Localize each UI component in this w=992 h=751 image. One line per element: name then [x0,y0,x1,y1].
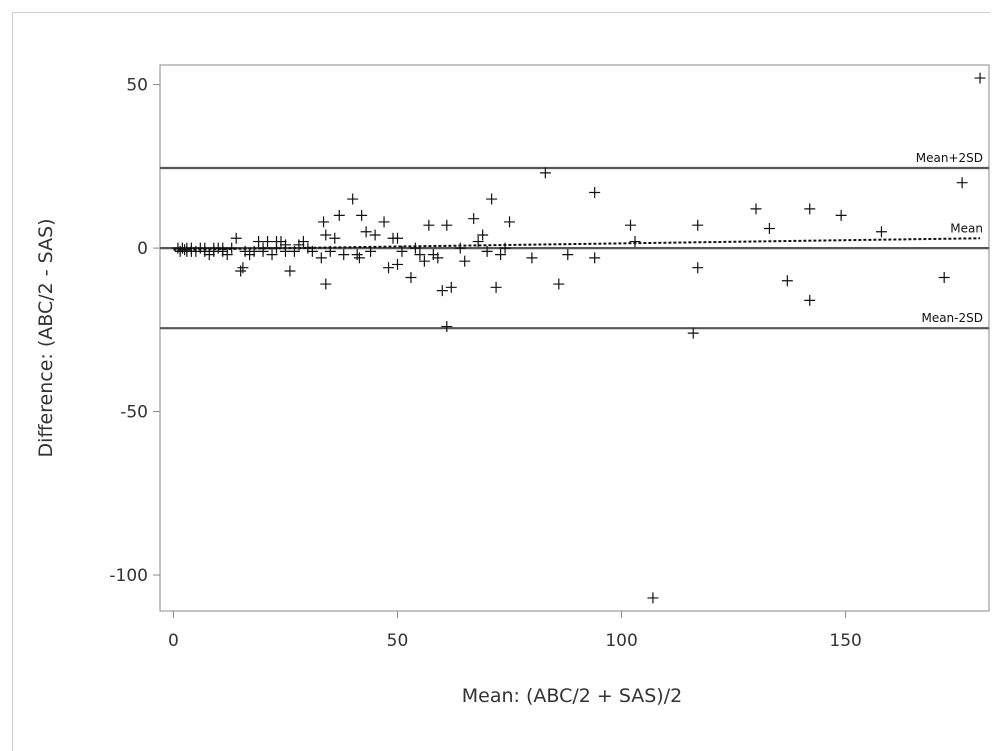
data-point [589,252,601,264]
data-point [504,216,516,228]
data-point [432,252,444,264]
data-point [226,242,238,254]
data-point [333,209,345,221]
data-point [297,236,309,248]
y-tick-label: -50 [120,403,148,423]
x-tick-label: 0 [168,631,179,651]
data-point [360,226,372,238]
data-point [553,278,565,290]
x-tick-label: 50 [387,631,409,651]
data-point [526,252,538,264]
ref-label-mean-plus-2sd: Mean+2SD [916,151,983,165]
data-points [172,72,986,604]
y-axis-ticks: 50 0 -50 -100 [109,76,160,586]
data-point [687,327,699,339]
data-point [230,232,242,244]
mean-line-label: Mean [950,221,983,235]
data-point [315,252,327,264]
data-point [441,321,453,333]
data-point [318,216,330,228]
x-axis-label: Mean: (ABC/2 + SAS)/2 [462,685,682,707]
data-point [320,229,332,241]
data-point [391,258,403,270]
data-point [454,242,466,254]
data-point [875,226,887,238]
data-point [436,285,448,297]
data-point [974,72,986,84]
data-point [629,236,641,248]
data-point [763,222,775,234]
data-point [625,219,637,231]
data-point [237,262,249,274]
data-point [391,232,403,244]
data-point [423,219,435,231]
data-point [405,272,417,284]
data-point [383,262,395,274]
data-point [445,281,457,293]
y-axis-label: Difference: (ABC/2 - SAS) [35,218,57,457]
data-point [468,213,480,225]
data-point [347,193,359,205]
data-point [353,252,365,264]
data-point [781,275,793,287]
reference-lines: Mean+2SD Mean-2SD [160,151,989,330]
data-point [692,219,704,231]
ref-label-mean-2sd: Mean-2SD [921,311,983,325]
data-point [441,219,453,231]
data-point [589,187,601,199]
y-tick-label: 50 [126,76,148,96]
data-point [365,245,377,257]
data-point [271,242,283,254]
data-point [647,592,659,604]
data-point [938,272,950,284]
plot-area [159,64,990,612]
data-point [306,245,318,257]
x-tick-label: 150 [829,631,861,651]
data-point [378,216,390,228]
data-point [539,167,551,179]
data-point [221,249,233,261]
data-point [418,255,430,267]
data-point [459,255,471,267]
data-point [338,249,350,261]
data-point [369,229,381,241]
data-point [257,245,269,257]
mean-line [173,237,981,251]
data-point [356,209,368,221]
data-point [288,245,300,257]
data-point [490,281,502,293]
data-point [284,265,296,277]
data-point [562,249,574,261]
data-point [481,245,493,257]
data-point [266,249,278,261]
data-point [396,245,408,257]
data-point [324,245,336,257]
y-tick-label: 0 [137,239,148,259]
data-point [804,294,816,306]
x-axis-ticks: 0 50 100 150 [168,611,862,651]
data-point [956,177,968,189]
data-point [472,236,484,248]
data-point [409,242,421,254]
data-point [320,278,332,290]
data-point [477,229,489,241]
data-point [329,232,341,244]
data-point [692,262,704,274]
y-tick-label: -100 [109,566,148,586]
data-point [179,244,191,256]
data-point [750,203,762,215]
data-point [414,249,426,261]
x-tick-label: 100 [605,631,637,651]
data-point [804,203,816,215]
data-point [495,249,507,261]
data-point [486,193,498,205]
chart-frame [12,12,990,751]
mean-line-group: Mean [173,221,983,251]
data-point [499,242,511,254]
data-point [835,209,847,221]
